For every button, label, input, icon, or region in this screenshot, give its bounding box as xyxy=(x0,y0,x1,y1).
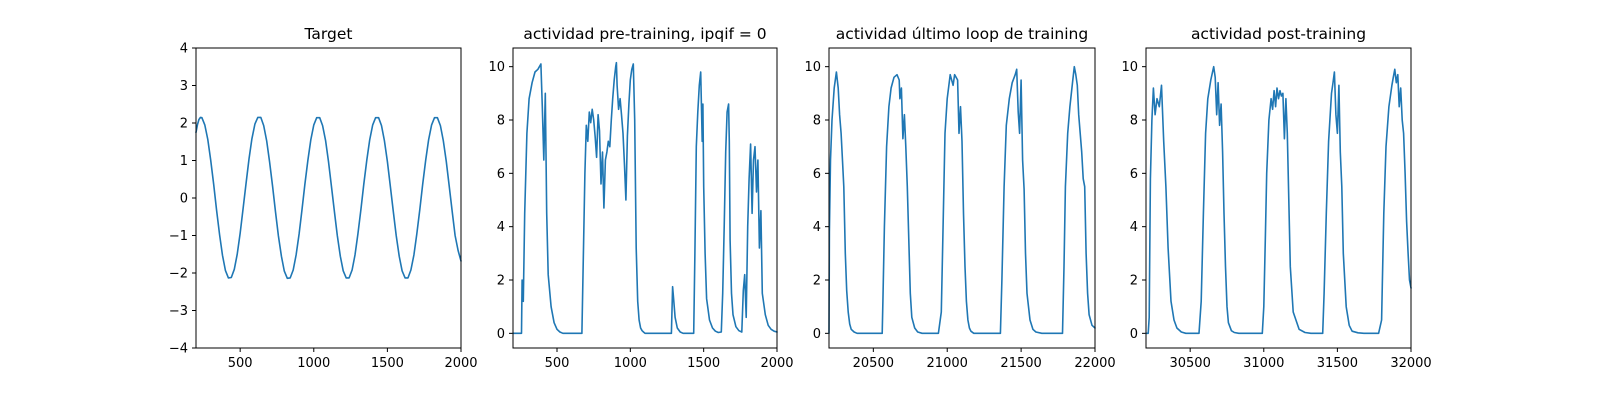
panel-title: actividad post-training xyxy=(1191,25,1366,43)
y-tick-label: 4 xyxy=(180,42,188,57)
x-tick-label: 31000 xyxy=(1243,356,1284,371)
y-axis: 0 2 4 6 8 10 xyxy=(1121,60,1146,342)
x-tick-label: 22000 xyxy=(1074,356,1115,371)
y-tick-label: 10 xyxy=(804,60,821,75)
x-axis: 500 1000 1500 2000 xyxy=(545,348,794,371)
x-tick-label: 1500 xyxy=(687,356,720,371)
x-tick-label: 30500 xyxy=(1169,356,1210,371)
y-tick-label: 6 xyxy=(497,167,505,182)
y-tick-label: 4 xyxy=(1130,220,1138,235)
x-tick-label: 1500 xyxy=(371,356,404,371)
x-tick-label: 500 xyxy=(545,356,570,371)
y-tick-label: 6 xyxy=(1130,167,1138,182)
axes-frame xyxy=(828,47,1096,349)
y-tick-label: 0 xyxy=(180,192,188,207)
x-axis: 20500 21000 21500 22000 xyxy=(853,348,1116,371)
x-tick-label: 21000 xyxy=(927,356,968,371)
x-axis: 500 1000 1500 2000 xyxy=(228,348,478,371)
y-tick-label: −3 xyxy=(169,304,188,319)
y-tick-label: −1 xyxy=(169,229,188,244)
y-tick-label: 0 xyxy=(813,327,821,342)
panel-post-training: actividad post-training 0 2 4 6 8 10 30500 310… xyxy=(1121,25,1431,371)
series-line xyxy=(1145,65,1412,335)
x-tick-label: 20500 xyxy=(853,356,894,371)
y-tick-label: 8 xyxy=(1130,114,1138,129)
x-tick-label: 32000 xyxy=(1390,356,1431,371)
axes-frame xyxy=(1145,47,1412,349)
axes-frame xyxy=(195,47,462,349)
y-tick-label: 8 xyxy=(813,114,821,129)
y-tick-label: 1 xyxy=(180,154,188,169)
x-tick-label: 1000 xyxy=(614,356,647,371)
x-tick-label: 500 xyxy=(228,356,253,371)
panel-pre-training: actividad pre-training, ipqif = 0 0 2 4 6 8 1… xyxy=(488,25,793,371)
y-tick-label: 10 xyxy=(1121,60,1138,75)
x-tick-label: 1000 xyxy=(297,356,330,371)
x-tick-label: 31500 xyxy=(1317,356,1358,371)
y-tick-label: −4 xyxy=(169,342,188,357)
y-tick-label: 2 xyxy=(1130,274,1138,289)
y-tick-label: 0 xyxy=(1130,327,1138,342)
panel-title: actividad pre-training, ipqif = 0 xyxy=(523,25,766,43)
y-tick-label: −2 xyxy=(169,267,188,282)
y-tick-label: 2 xyxy=(813,274,821,289)
axes-frame xyxy=(512,47,778,349)
panel-target: Target −4 −3 −2 −1 0 1 2 3 4 500 1000 1500 2000 xyxy=(169,25,478,371)
y-tick-label: 4 xyxy=(497,220,505,235)
series-line xyxy=(512,61,778,335)
plot-area xyxy=(195,116,462,280)
y-tick-label: 6 xyxy=(813,167,821,182)
x-axis: 30500 31000 31500 32000 xyxy=(1169,348,1432,371)
y-axis: 0 2 4 6 8 10 xyxy=(804,60,829,342)
series-line xyxy=(195,116,462,280)
y-axis: −4 −3 −2 −1 0 1 2 3 4 xyxy=(169,42,196,357)
y-axis: 0 2 4 6 8 10 xyxy=(488,60,513,342)
plot-area xyxy=(1145,65,1412,335)
y-tick-label: 8 xyxy=(497,114,505,129)
panel-title: Target xyxy=(304,25,353,43)
y-tick-label: 3 xyxy=(180,79,188,94)
y-tick-label: 0 xyxy=(497,327,505,342)
y-tick-label: 4 xyxy=(813,220,821,235)
series-line xyxy=(828,65,1096,335)
panel-last-training-loop: actividad último loop de training 0 2 4 6 8 1… xyxy=(804,25,1115,371)
plot-area xyxy=(828,65,1096,335)
y-tick-label: 10 xyxy=(488,60,505,75)
x-tick-label: 2000 xyxy=(760,356,793,371)
y-tick-label: 2 xyxy=(497,274,505,289)
x-tick-label: 2000 xyxy=(444,356,477,371)
x-tick-label: 21500 xyxy=(1000,356,1041,371)
panel-title: actividad último loop de training xyxy=(836,25,1088,43)
plot-area xyxy=(512,61,778,335)
y-tick-label: 2 xyxy=(180,117,188,132)
